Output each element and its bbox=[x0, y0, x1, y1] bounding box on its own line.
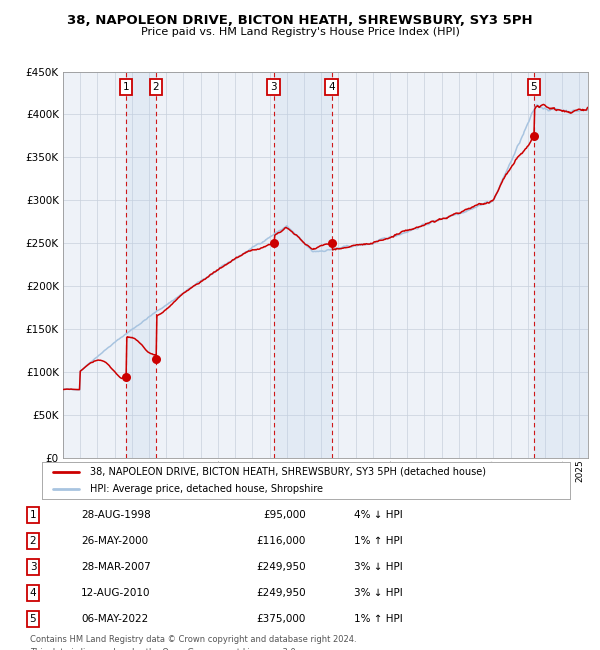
Text: £116,000: £116,000 bbox=[257, 536, 306, 546]
Text: £375,000: £375,000 bbox=[257, 614, 306, 624]
Text: 26-MAY-2000: 26-MAY-2000 bbox=[81, 536, 148, 546]
Text: 1: 1 bbox=[29, 510, 37, 520]
Text: 2: 2 bbox=[29, 536, 37, 546]
Text: This data is licensed under the Open Government Licence v3.0.: This data is licensed under the Open Gov… bbox=[30, 648, 298, 650]
Text: 12-AUG-2010: 12-AUG-2010 bbox=[81, 588, 151, 598]
Text: Contains HM Land Registry data © Crown copyright and database right 2024.: Contains HM Land Registry data © Crown c… bbox=[30, 635, 356, 644]
Text: 2: 2 bbox=[152, 82, 159, 92]
Text: 3% ↓ HPI: 3% ↓ HPI bbox=[354, 588, 403, 598]
Text: 4% ↓ HPI: 4% ↓ HPI bbox=[354, 510, 403, 520]
Text: £249,950: £249,950 bbox=[256, 588, 306, 598]
Text: £95,000: £95,000 bbox=[263, 510, 306, 520]
Text: 38, NAPOLEON DRIVE, BICTON HEATH, SHREWSBURY, SY3 5PH (detached house): 38, NAPOLEON DRIVE, BICTON HEATH, SHREWS… bbox=[89, 467, 485, 476]
Text: 06-MAY-2022: 06-MAY-2022 bbox=[81, 614, 148, 624]
Text: 3: 3 bbox=[271, 82, 277, 92]
Text: 3: 3 bbox=[29, 562, 37, 572]
Text: 28-AUG-1998: 28-AUG-1998 bbox=[81, 510, 151, 520]
Text: 1% ↑ HPI: 1% ↑ HPI bbox=[354, 536, 403, 546]
Text: HPI: Average price, detached house, Shropshire: HPI: Average price, detached house, Shro… bbox=[89, 484, 323, 494]
Bar bbox=[126, 72, 156, 458]
Text: Price paid vs. HM Land Registry's House Price Index (HPI): Price paid vs. HM Land Registry's House … bbox=[140, 27, 460, 37]
Text: 28-MAR-2007: 28-MAR-2007 bbox=[81, 562, 151, 572]
Bar bbox=[274, 72, 332, 458]
Text: 5: 5 bbox=[530, 82, 537, 92]
Text: £249,950: £249,950 bbox=[256, 562, 306, 572]
Bar bbox=[534, 72, 588, 458]
Text: 4: 4 bbox=[328, 82, 335, 92]
Text: 1: 1 bbox=[122, 82, 129, 92]
Text: 1% ↑ HPI: 1% ↑ HPI bbox=[354, 614, 403, 624]
Text: 38, NAPOLEON DRIVE, BICTON HEATH, SHREWSBURY, SY3 5PH: 38, NAPOLEON DRIVE, BICTON HEATH, SHREWS… bbox=[67, 14, 533, 27]
Text: 3% ↓ HPI: 3% ↓ HPI bbox=[354, 562, 403, 572]
Text: 4: 4 bbox=[29, 588, 37, 598]
Text: 5: 5 bbox=[29, 614, 37, 624]
